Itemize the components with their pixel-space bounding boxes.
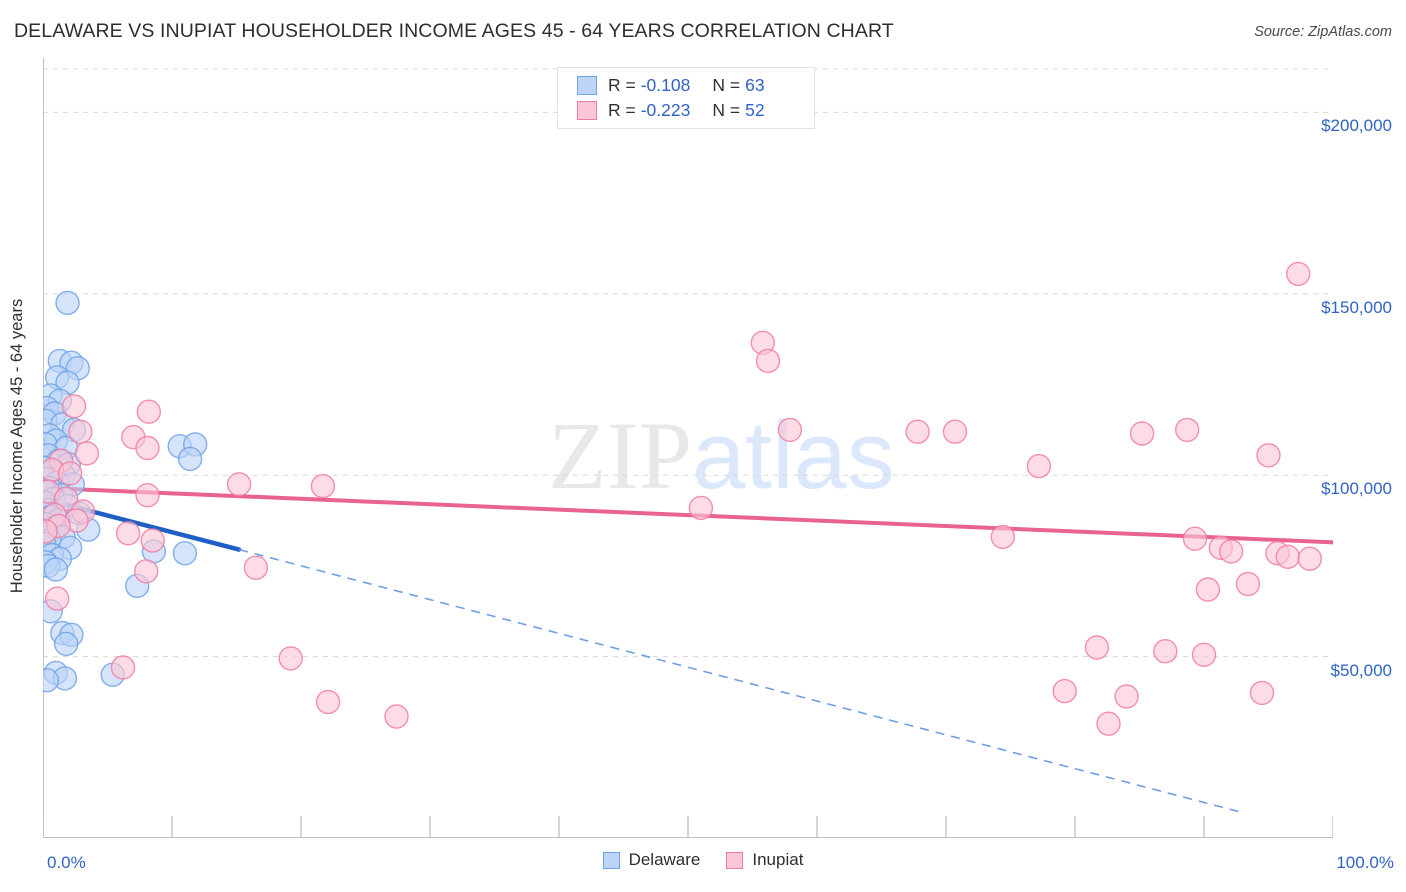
stats-row-delaware: R = -0.108 N = 63	[577, 73, 814, 98]
delaware-legend-swatch-icon	[602, 851, 620, 869]
stats-row-inupiat: R = -0.223 N = 52	[577, 98, 814, 123]
page-title: DELAWARE VS INUPIAT HOUSEHOLDER INCOME A…	[14, 20, 894, 42]
delaware-legend-label: Delaware	[628, 850, 701, 869]
delaware-r-label: R =	[608, 75, 636, 95]
series-legend: Delaware Inupiat	[0, 850, 1406, 870]
scatter-plot-svg	[43, 58, 1333, 838]
inupiat-swatch-icon	[577, 101, 597, 120]
inupiat-r-value: -0.223	[640, 100, 691, 120]
inupiat-legend-swatch-icon	[726, 851, 744, 869]
inupiat-n-value: 52	[745, 100, 765, 120]
delaware-n-label: N =	[712, 75, 741, 95]
x-axis-min-label: 0.0%	[47, 853, 86, 872]
inupiat-n-label: N =	[712, 100, 741, 120]
plot-area	[43, 58, 1333, 838]
delaware-r-value: -0.108	[640, 75, 691, 95]
correlation-stats-legend: R = -0.108 N = 63 R = -0.223 N = 52	[557, 67, 815, 129]
delaware-swatch-icon	[577, 76, 597, 95]
delaware-n-value: 63	[745, 75, 765, 95]
y-axis-tick-label: $200,000	[1321, 116, 1392, 136]
legend-item-delaware[interactable]: Delaware	[602, 850, 701, 870]
legend-item-inupiat[interactable]: Inupiat	[726, 850, 803, 870]
y-axis-tick-label: $100,000	[1321, 479, 1392, 499]
source-attribution: Source: ZipAtlas.com	[1254, 24, 1392, 40]
x-axis-max-label: 100.0%	[1336, 853, 1394, 872]
y-axis-tick-label: $50,000	[1330, 660, 1392, 680]
inupiat-r-label: R =	[608, 100, 636, 120]
y-axis-tick-label: $150,000	[1321, 297, 1392, 317]
inupiat-legend-label: Inupiat	[752, 850, 804, 869]
y-axis-title: Householder Income Ages 45 - 64 years	[8, 298, 26, 594]
